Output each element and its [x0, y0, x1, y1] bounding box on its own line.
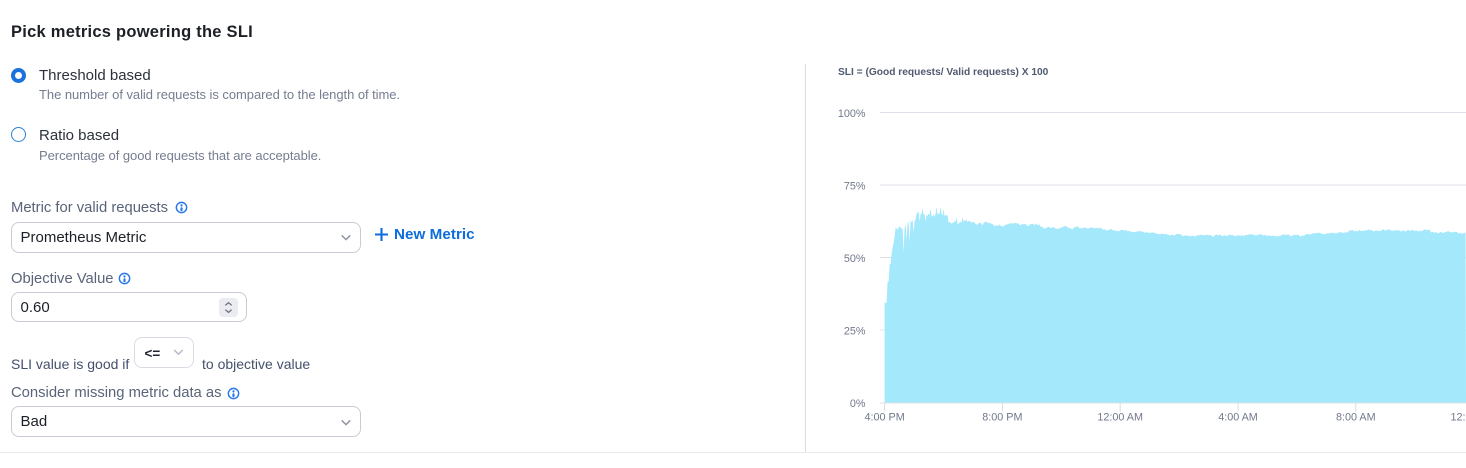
svg-text:50%: 50% [844, 253, 866, 265]
svg-text:4:00 AM: 4:00 AM [1218, 412, 1258, 424]
svg-text:12:00 AM: 12:00 AM [1097, 412, 1143, 424]
svg-text:0%: 0% [850, 398, 866, 410]
svg-text:8:00 PM: 8:00 PM [982, 412, 1022, 424]
svg-text:25%: 25% [844, 326, 866, 338]
svg-text:75%: 75% [844, 181, 866, 193]
svg-text:12:00 PM: 12:00 PM [1450, 412, 1466, 424]
svg-text:4:00 PM: 4:00 PM [864, 412, 904, 424]
svg-text:8:00 AM: 8:00 AM [1336, 412, 1376, 424]
svg-text:SLI = (Good requests/ Valid re: SLI = (Good requests/ Valid requests) X … [838, 67, 1049, 78]
svg-text:100%: 100% [838, 108, 866, 120]
